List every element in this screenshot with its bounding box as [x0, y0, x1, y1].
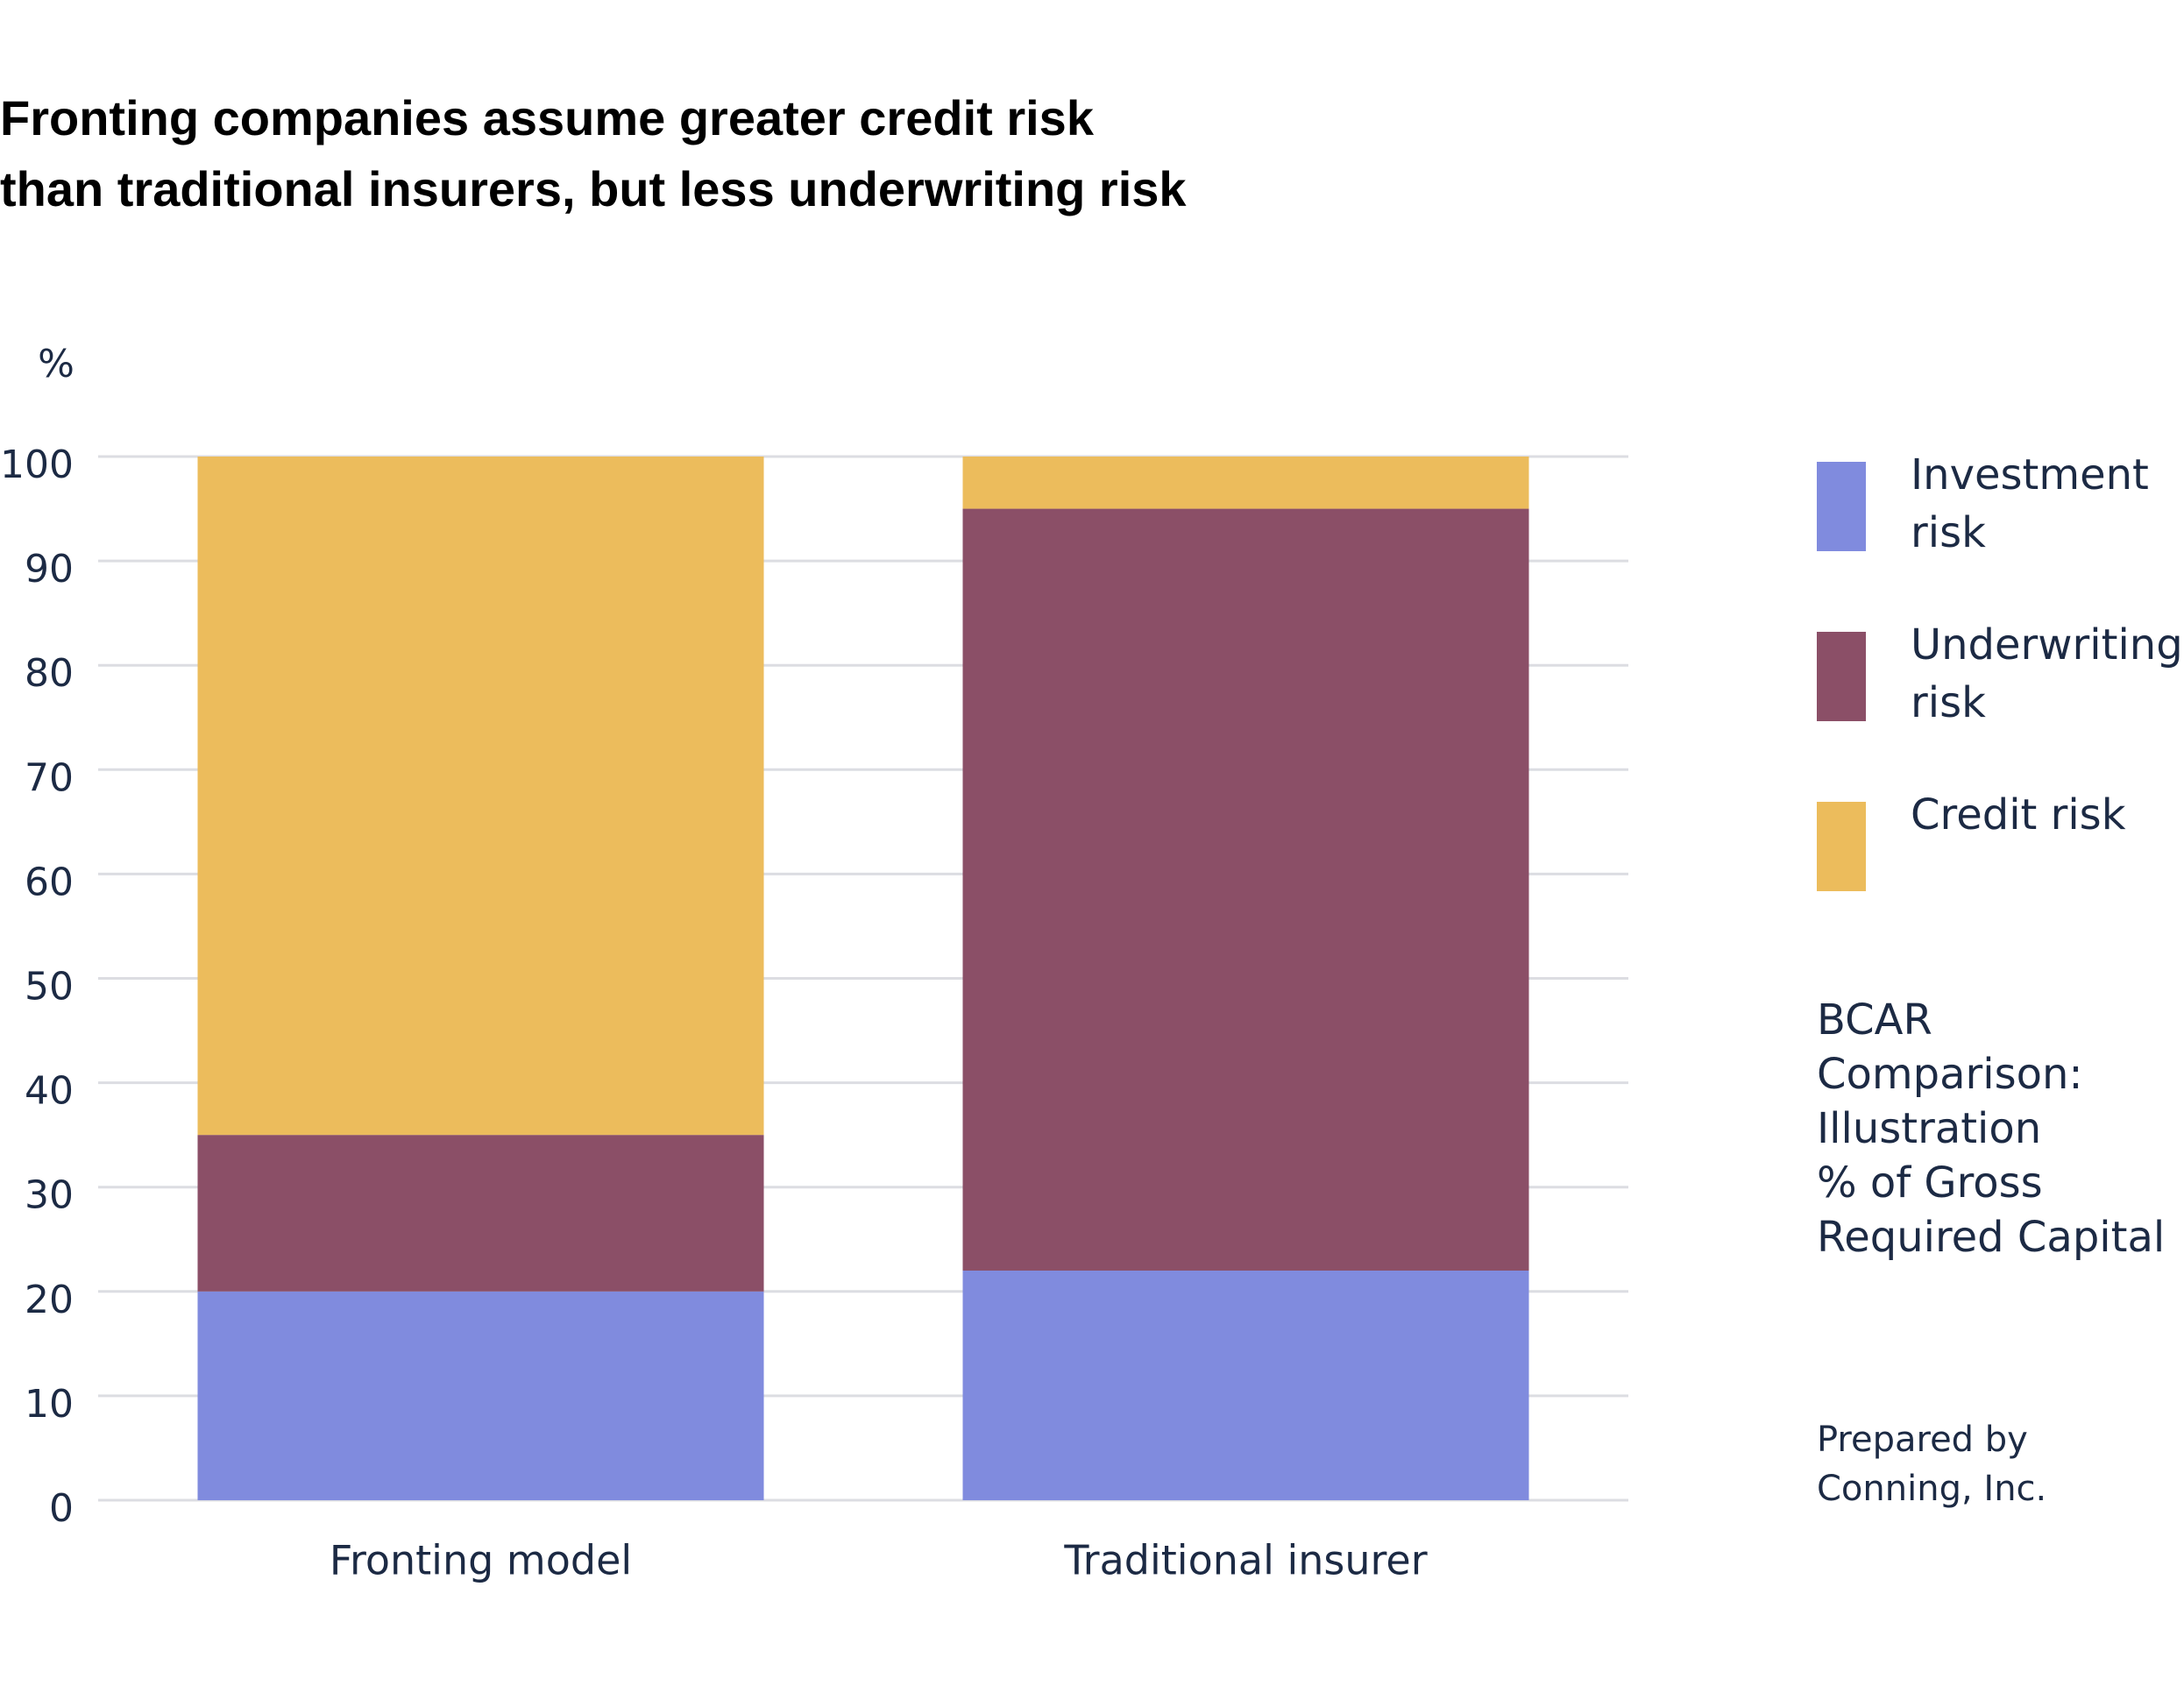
y-tick-label: 40 — [25, 1069, 74, 1114]
note-line: Required Capital — [1817, 1213, 2166, 1262]
y-tick-label: 60 — [25, 860, 74, 904]
x-tick-label: Fronting model — [330, 1537, 632, 1584]
y-axis-label: % — [38, 342, 74, 386]
legend-swatch — [1817, 802, 1866, 891]
legend-label: Credit risk — [1911, 790, 2126, 839]
legend-swatch — [1817, 462, 1866, 551]
note-line: BCAR — [1817, 995, 1932, 1045]
bar-segment — [962, 1270, 1529, 1500]
y-tick-label: 100 — [0, 443, 74, 487]
y-tick-label: 90 — [25, 547, 74, 591]
y-tick-label: 30 — [25, 1173, 74, 1218]
chart-title: than traditional insurers, but less unde… — [0, 161, 1187, 216]
legend-label: Underwriting risk — [1911, 620, 2183, 727]
y-tick-label: 70 — [25, 755, 74, 800]
bar-segment — [197, 1291, 764, 1500]
y-tick-label: 50 — [25, 965, 74, 1009]
source-line: Prepared by — [1817, 1420, 2028, 1460]
source: Prepared by Conning, Inc. — [1817, 1415, 2046, 1513]
y-tick-label: 80 — [25, 651, 74, 696]
chart-title: Fronting companies assume greater credit… — [0, 90, 1095, 145]
bar-segment — [197, 1135, 764, 1292]
note: BCAR Comparison: Illustration % of Gross Req… — [1817, 993, 2165, 1264]
y-tick-label: 10 — [25, 1382, 74, 1427]
y-tick-label: 0 — [49, 1486, 74, 1531]
source-line: Conning, Inc. — [1817, 1469, 2047, 1509]
bar-segment — [962, 508, 1529, 1271]
bar-segment — [962, 457, 1529, 509]
legend-swatch — [1817, 632, 1866, 721]
x-tick-label: Traditional insurer — [1063, 1537, 1427, 1584]
legend-label: Investment risk — [1911, 450, 2149, 557]
y-tick-label: 20 — [25, 1278, 74, 1322]
bar-segment — [197, 457, 764, 1136]
note-line: Illustration — [1817, 1104, 2042, 1153]
note-line: Comparison: — [1817, 1050, 2083, 1099]
note-line: % of Gross — [1817, 1158, 2043, 1208]
